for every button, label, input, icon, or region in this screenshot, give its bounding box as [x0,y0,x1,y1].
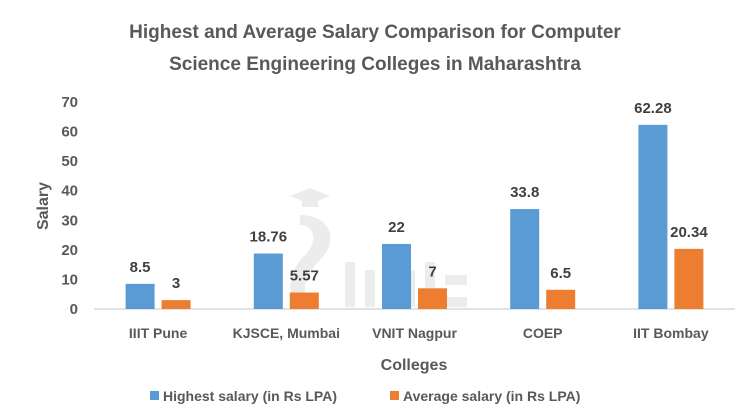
y-tick-label: 70 [61,94,78,111]
bar-highest [382,243,411,309]
legend-label: Highest salary (in Rs LPA) [163,388,337,404]
legend-swatch [390,391,399,400]
data-label: 20.34 [670,224,708,241]
bar-highest [510,209,540,309]
y-axis-label: Salary [35,182,52,230]
chart-title-line-1: Highest and Average Salary Comparison fo… [129,22,621,43]
bars: IIIT Pune 8.5 3 KJSCE, Mumbai 18.76 5.57 VNIT … [125,100,709,341]
watermark-cap-base [302,199,318,207]
x-tick-label: IIT Bombay [633,325,709,341]
x-tick-label: COEP [523,325,563,341]
data-label: 18.76 [250,229,288,246]
y-ticks: 0 10 20 30 40 50 60 70 [61,94,78,318]
data-label: 3 [172,275,180,292]
data-label: 7 [428,263,436,280]
bar-average [289,292,319,309]
data-label: 33.8 [510,184,539,201]
bar-average [161,300,191,309]
x-tick-label: IIIT Pune [129,325,188,341]
x-axis-label: Colleges [381,357,448,374]
x-tick-label: KJSCE, Mumbai [233,325,340,341]
y-tick-label: 10 [61,271,78,288]
data-label: 8.5 [130,259,151,276]
bar-highest [253,253,283,309]
legend-label: Average salary (in Rs LPA) [403,388,580,404]
legend: Highest salary (in Rs LPA) Average salary… [150,388,580,404]
x-tick-label: VNIT Nagpur [372,325,457,341]
data-label: 5.57 [290,268,319,285]
chart-title-line-2: Science Engineering Colleges in Maharash… [169,54,581,75]
data-label: 62.28 [634,100,672,117]
y-tick-label: 50 [61,153,78,170]
y-tick-label: 40 [61,183,78,200]
graduation-cap-icon [290,188,330,204]
bar-average [674,248,704,309]
bar-highest [638,124,668,310]
data-label: 6.5 [550,265,571,282]
y-tick-label: 30 [61,212,78,229]
y-tick-label: 0 [70,301,78,318]
watermark-swoosh [290,215,331,305]
y-tick-label: 60 [61,124,78,141]
y-tick-label: 20 [61,242,78,259]
bar-highest [125,283,155,309]
bar-average [546,289,576,309]
data-label: 22 [388,219,405,236]
legend-swatch [150,391,159,400]
bar-average [418,288,447,309]
